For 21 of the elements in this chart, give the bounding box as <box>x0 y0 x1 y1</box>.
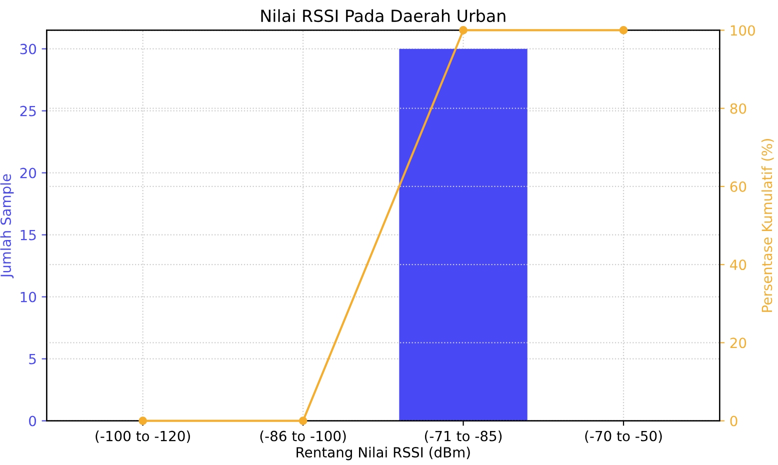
x-tick-label: (-71 to -85) <box>424 430 502 443</box>
x-tick-label: (-86 to -100) <box>260 430 346 443</box>
y-tick-label: 0 <box>29 416 36 426</box>
y2-tick-label: 60 <box>730 181 746 192</box>
y2-axis-title: Persentase Kumulatif (%) <box>761 139 774 312</box>
x-tick-label: (-70 to -50) <box>585 430 662 443</box>
y-tick-label: 30 <box>20 44 36 54</box>
y-tick-label: 10 <box>20 292 36 302</box>
y-tick-label: 20 <box>20 168 36 178</box>
x-axis-title: Rentang Nilai RSSI (dBm) <box>296 446 470 460</box>
y2-tick-label: 20 <box>730 338 746 348</box>
y-tick-label: 25 <box>20 106 36 116</box>
y2-tick-label: 0 <box>730 416 738 426</box>
chart-title: Nilai RSSI Pada Daerah Urban <box>261 9 506 22</box>
y-axis-title: Jumlah Sample <box>0 174 14 278</box>
y-tick-label: 5 <box>29 354 36 364</box>
y2-tick-label: 40 <box>730 260 746 270</box>
y2-tick-label: 100 <box>730 25 755 36</box>
y-tick-label: 15 <box>20 230 36 240</box>
x-tick-label: (-100 to -120) <box>96 430 190 443</box>
y2-tick-label: 80 <box>730 103 746 114</box>
